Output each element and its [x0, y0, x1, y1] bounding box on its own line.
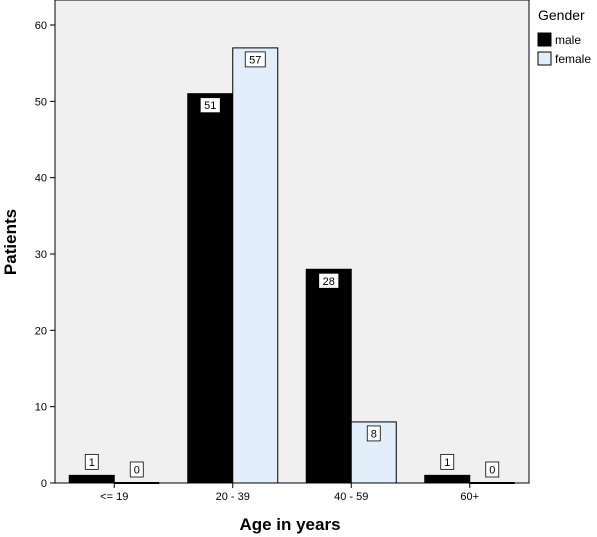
bar-male: [424, 474, 471, 484]
bar-male: [187, 93, 234, 484]
data-label-box: [485, 461, 500, 478]
data-label-box: [244, 51, 266, 68]
bars-group: 1 0 51 57 28 8 1 0: [68, 47, 515, 484]
x-axis: <= 19 20 - 39 40 - 59 60+: [100, 483, 479, 503]
legend: Gender male female: [537, 7, 591, 66]
y-tick-label: 50: [35, 96, 47, 108]
y-axis-title: Patients: [1, 209, 20, 275]
y-tick-label: 0: [41, 478, 47, 490]
data-label: 0: [134, 465, 140, 477]
legend-title: Gender: [538, 7, 585, 23]
plot-area: [54, 0, 530, 484]
x-tick-label: 20 - 39: [216, 491, 250, 503]
data-label: 28: [323, 276, 335, 288]
data-label: 1: [89, 457, 95, 469]
legend-label-female: female: [555, 52, 591, 66]
y-tick-label: 30: [35, 249, 47, 261]
data-label: 51: [204, 100, 216, 112]
data-label-box: [440, 453, 455, 470]
bar-male: [305, 268, 352, 484]
data-label: 57: [249, 54, 261, 66]
legend-items: male female: [537, 32, 591, 66]
data-label-box: [129, 461, 144, 478]
data-label: 8: [371, 428, 377, 440]
bar-male: [68, 474, 115, 484]
x-tick-label: <= 19: [100, 491, 128, 503]
data-label: 1: [444, 457, 450, 469]
x-tick-label: 60+: [460, 491, 479, 503]
legend-swatch-male: [537, 32, 552, 47]
data-label-box: [84, 453, 99, 470]
data-label: 0: [489, 465, 495, 477]
y-tick-label: 60: [35, 20, 47, 32]
y-axis: 0 10 20 30 40 50 60: [35, 20, 55, 490]
y-tick-label: 20: [35, 325, 47, 337]
bar-female: [232, 47, 279, 484]
y-tick-label: 10: [35, 402, 47, 414]
data-label-box: [199, 97, 221, 114]
legend-swatch-female: [537, 51, 552, 66]
y-tick-label: 40: [35, 173, 47, 185]
x-axis-title: Age in years: [239, 515, 340, 534]
data-label-box: [318, 272, 340, 289]
data-label-box: [366, 425, 381, 442]
x-tick-label: 40 - 59: [334, 491, 368, 503]
legend-label-male: male: [555, 33, 581, 47]
